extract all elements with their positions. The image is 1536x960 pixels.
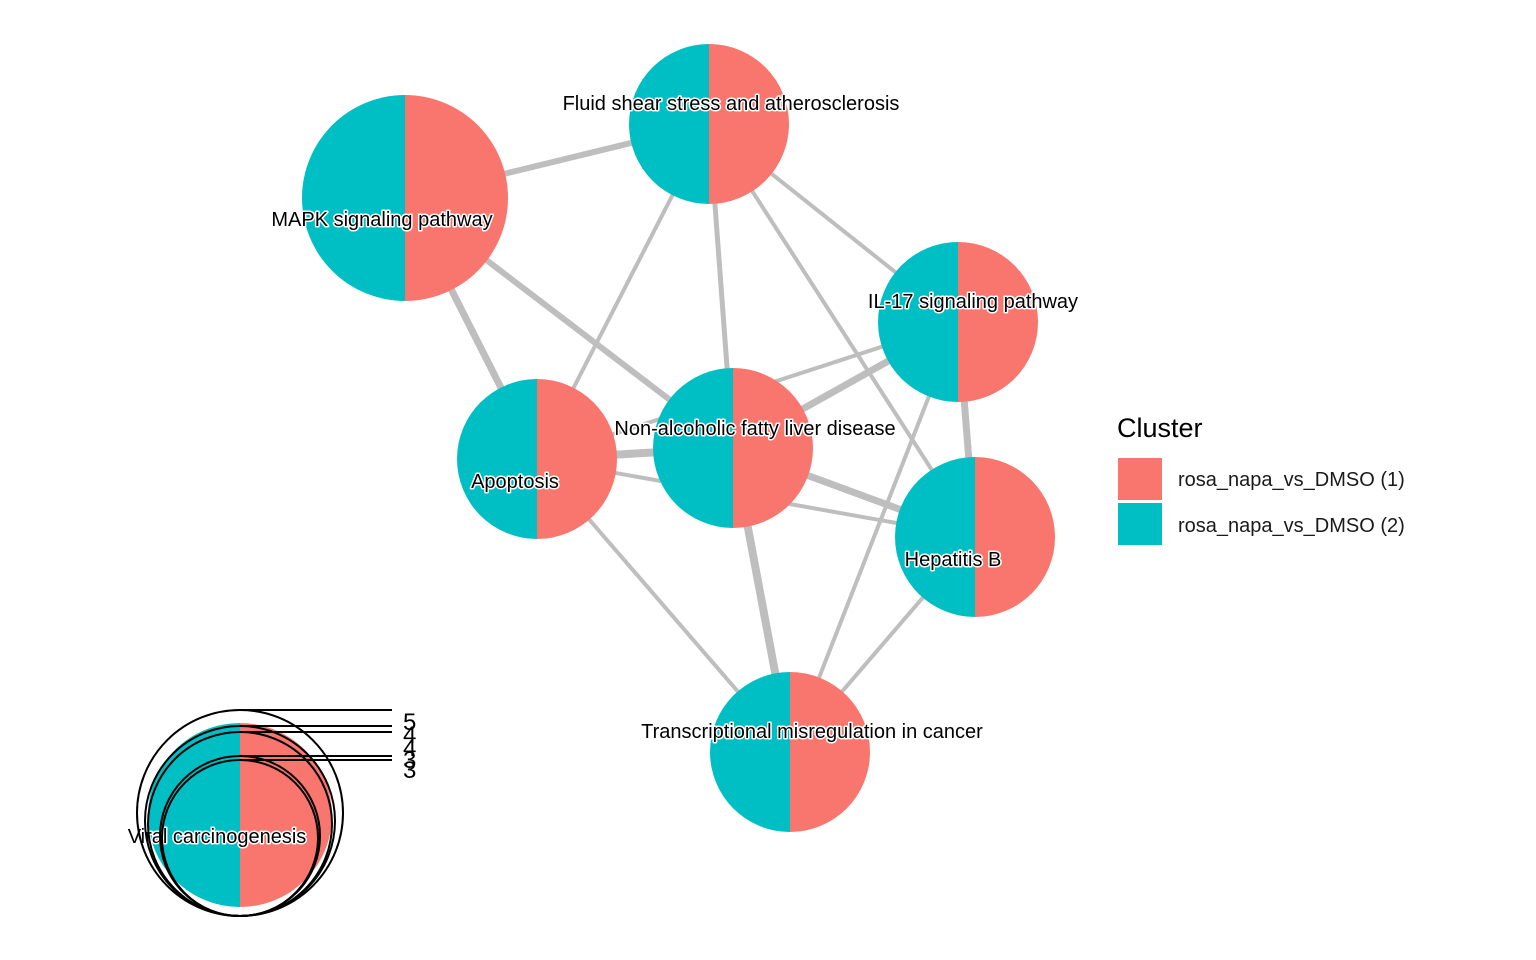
node-mapk: [302, 95, 508, 301]
node-slice-cluster2: [878, 242, 958, 402]
node-hepb: [895, 457, 1055, 617]
node-label-il17: IL-17 signaling pathway: [868, 291, 1078, 313]
node-slice-cluster2: [710, 672, 790, 832]
cluster-legend: Cluster rosa_napa_vs_DMSO (1) rosa_napa_…: [1117, 413, 1405, 545]
node-slice-cluster2: [895, 457, 975, 617]
node-apoptosis: [457, 379, 617, 539]
size-legend-value: 4: [403, 722, 416, 749]
node-fluid: [629, 44, 789, 204]
node-slice-cluster1: [537, 379, 617, 539]
node-label-apoptosis: Apoptosis: [471, 471, 559, 493]
legend-label-cluster1: rosa_napa_vs_DMSO (1): [1178, 469, 1405, 491]
legend-label-cluster2: rosa_napa_vs_DMSO (2): [1178, 515, 1405, 537]
node-label-nafld: Non-alcoholic fatty liver disease: [614, 418, 895, 440]
edge-fluid-hepb: [707, 122, 977, 539]
node-slice-cluster1: [733, 368, 813, 528]
size-legend-value: 5: [403, 709, 416, 736]
node-viral: [148, 723, 332, 907]
size-legend-value: 3: [403, 747, 416, 774]
labels-layer: Fluid shear stress and atherosclerosis MA…: [126, 92, 1079, 850]
size-legend-value: 4: [403, 735, 416, 762]
node-slice-cluster2: [457, 379, 537, 539]
node-slice-cluster2: [302, 95, 405, 301]
legend-title: Cluster: [1117, 413, 1203, 443]
node-label-fluid: Fluid shear stress and atherosclerosis: [563, 93, 900, 115]
node-slice-cluster1: [240, 723, 332, 907]
node-slice-cluster2: [148, 723, 240, 907]
node-label-mapk: MAPK signaling pathway: [271, 209, 492, 231]
node-label-hepb: Hepatitis B: [905, 549, 1002, 571]
size-legend-value: 3: [403, 757, 416, 784]
node-il17: [878, 242, 1038, 402]
node-label-trans: Transcriptional misregulation in cancer: [641, 721, 983, 743]
node-trans: [710, 672, 870, 832]
node-slice-cluster1: [790, 672, 870, 832]
node-label-viral: Viral carcinogenesis: [128, 826, 307, 848]
node-slice-cluster1: [709, 44, 789, 204]
node-slice-cluster1: [405, 95, 508, 301]
node-slice-cluster2: [653, 368, 733, 528]
node-slice-cluster2: [629, 44, 709, 204]
node-slice-cluster1: [958, 242, 1038, 402]
node-slice-cluster1: [975, 457, 1055, 617]
nodes-layer: [148, 44, 1055, 907]
legend-swatch-cluster1: [1118, 458, 1162, 500]
legend-swatch-cluster2: [1118, 503, 1162, 545]
node-nafld: [653, 368, 813, 528]
